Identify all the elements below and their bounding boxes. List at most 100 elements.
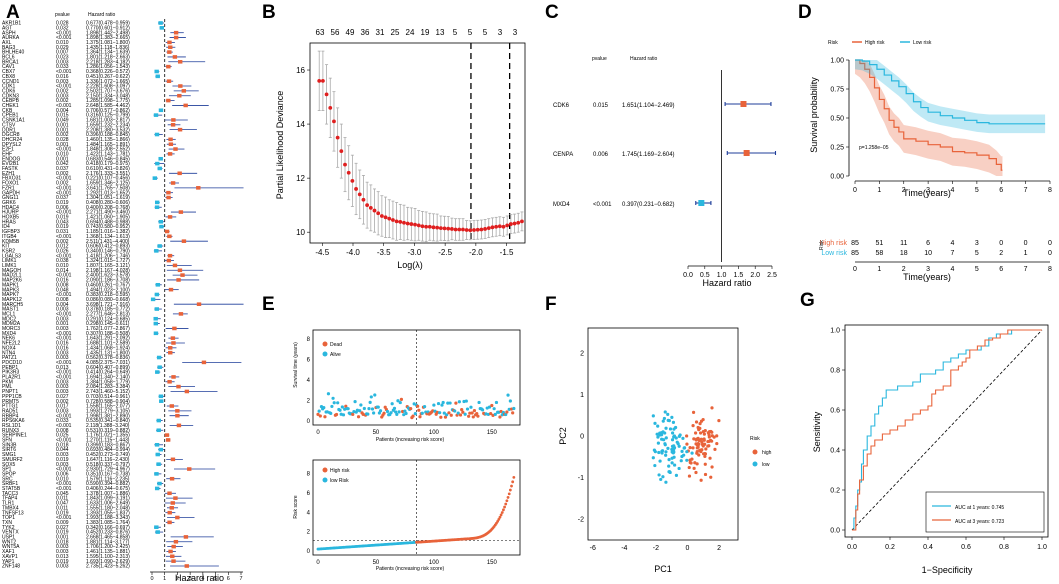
a-gene-label: SRBF1 bbox=[2, 481, 18, 487]
a-hr-text: 1.435(1.131−1.800) bbox=[86, 350, 130, 356]
a-hr-box bbox=[153, 331, 159, 336]
a-pvalue: <0.001 bbox=[56, 176, 72, 182]
f-low-point bbox=[679, 459, 683, 463]
a-hr-text: 0.307(0.188−0.508) bbox=[86, 331, 130, 337]
a-gene-label: SPOP bbox=[2, 471, 17, 477]
panel-d-km: Risk High risk Low risk 0.00 0.25 0.50 0.75… bbox=[809, 40, 1052, 282]
a-gene-label: BCL6 bbox=[2, 55, 15, 61]
e-bottom-xlabel: Patients (increasing risk score) bbox=[376, 566, 445, 572]
a-hr-box bbox=[155, 370, 160, 374]
e-alive-point bbox=[370, 407, 375, 411]
e-alive-point bbox=[438, 411, 442, 415]
c-header-pvalue: pvalue bbox=[592, 56, 607, 62]
a-pvalue: 0.047 bbox=[56, 501, 69, 507]
a-hr-box bbox=[168, 350, 173, 355]
e-dead-point bbox=[418, 415, 422, 419]
a-gene-label: WNT2 bbox=[2, 539, 16, 545]
g-ytick-label: 0.6 bbox=[830, 408, 840, 415]
b-cv-point bbox=[424, 224, 428, 229]
b-cv-point bbox=[446, 226, 451, 231]
a-gene-label: CKB bbox=[2, 108, 13, 114]
e-high-risk-point bbox=[508, 488, 512, 492]
e-dead-point bbox=[417, 408, 421, 412]
panel-label-a: A bbox=[6, 2, 20, 23]
a-hr-box bbox=[172, 326, 177, 331]
a-hr-box bbox=[167, 491, 172, 496]
d-risk-count: 4 bbox=[951, 240, 955, 247]
e-alive-point bbox=[442, 411, 446, 415]
e-legend-low-dot bbox=[322, 477, 328, 483]
f-high-point bbox=[712, 435, 716, 439]
e-bottom-ytick-label: 4 bbox=[307, 510, 311, 516]
a-hr-text: 2.511(1.431−4.400) bbox=[86, 239, 130, 245]
b-top-tick-label: 5 bbox=[483, 28, 488, 37]
b-cv-point bbox=[413, 222, 417, 227]
c-xtick-label: 1.5 bbox=[734, 272, 744, 279]
a-gene-label: AXL bbox=[2, 40, 12, 46]
e-bottom-xtick-label: 50 bbox=[373, 560, 380, 566]
a-gene-label: CTSV bbox=[2, 122, 16, 128]
a-hr-text: 0.406(0.244−0.675) bbox=[86, 486, 130, 492]
a-hr-text: 0.677(0.478−0.959) bbox=[86, 21, 130, 27]
a-pvalue: 0.003 bbox=[56, 564, 69, 570]
panel-c-multicox: pvalue Hazard ratio CDK6 0.015 1.651(1.104… bbox=[553, 56, 777, 288]
c-pvalue: <0.001 bbox=[593, 202, 612, 208]
a-hr-text: 1.421(1.060−1.905) bbox=[86, 215, 130, 221]
e-high-risk-point bbox=[507, 492, 511, 496]
f-high-point bbox=[708, 456, 712, 460]
f-low-point bbox=[672, 446, 677, 450]
panel-e-risk: 0 50 100 150 0 2 4 6 8 0 50 100 150 0 2 4 6 8 Survival ti… bbox=[293, 329, 521, 572]
a-gene-label: SERPINE1 bbox=[2, 433, 27, 439]
e-alive-point bbox=[362, 406, 366, 411]
panel-g-roc: 0.0 0.2 0.4 0.6 0.8 1.0 0.0 0.2 0.4 0.6 0.8 1.0 1−S… bbox=[812, 324, 1049, 575]
e-alive-point bbox=[420, 411, 424, 415]
d-xtick-label: 3 bbox=[926, 187, 930, 194]
a-hr-text: 0.399(0.183−0.867) bbox=[86, 442, 130, 448]
e-alive-point bbox=[366, 412, 370, 416]
a-hr-box bbox=[175, 413, 180, 418]
d-legend-high: High risk bbox=[865, 40, 885, 46]
a-gene-label: FZR1 bbox=[2, 185, 15, 191]
a-hr-box bbox=[153, 321, 158, 326]
b-cv-point bbox=[461, 227, 465, 232]
a-hr-text: 4.085(2.375−7.031) bbox=[86, 360, 130, 366]
e-top-ylabel: Survival time (years) bbox=[293, 342, 299, 388]
a-hr-text: 1.460(1.135−1.866) bbox=[86, 137, 130, 143]
b-xtick-label: -4.5 bbox=[315, 248, 329, 257]
panel-a-forest: pvalue Hazard ratio AKR1B1 0.028 0.677(0.4… bbox=[2, 12, 244, 583]
a-gene-label: EHF bbox=[2, 152, 12, 158]
a-pvalue: 0.033 bbox=[56, 64, 69, 70]
g-xtick-label: 0.4 bbox=[923, 544, 933, 551]
a-hr-text: 0.590(0.394−0.882) bbox=[86, 481, 130, 487]
e-alive-point bbox=[326, 392, 331, 396]
a-hr-text: 2.668(1.465−4.858) bbox=[86, 535, 130, 541]
b-xtick-label: -3.5 bbox=[377, 248, 391, 257]
e-alive-point bbox=[457, 400, 461, 404]
d-risk-count: 85 bbox=[851, 250, 859, 257]
a-pvalue: 0.008 bbox=[56, 282, 69, 288]
a-gene-label: PEBP1 bbox=[2, 365, 18, 371]
a-hr-box bbox=[167, 234, 172, 239]
d-risk-xtick-label: 4 bbox=[951, 266, 955, 273]
b-xlabel: Log(λ) bbox=[397, 260, 423, 270]
a-hr-text: 1.435(1.118−1.836) bbox=[86, 45, 130, 51]
e-top-ytick-label: 4 bbox=[307, 378, 311, 384]
a-gene-label: AURKA bbox=[2, 35, 20, 41]
a-tick-label: 4 bbox=[201, 576, 204, 582]
a-hr-text: 0.340(0.146−0.790) bbox=[86, 248, 130, 254]
a-pvalue: 0.003 bbox=[56, 379, 69, 385]
f-low-point bbox=[674, 436, 678, 440]
a-hr-text: 1.364(1.134−1.639) bbox=[86, 50, 130, 56]
a-hr-box bbox=[159, 26, 164, 30]
a-hr-text: 0.460(0.261−0.767) bbox=[86, 282, 130, 288]
a-pvalue: <0.001 bbox=[56, 331, 72, 337]
a-gene-label: ID4 bbox=[2, 224, 10, 230]
e-alive-point bbox=[469, 405, 473, 409]
b-xtick-label: -3.0 bbox=[408, 248, 422, 257]
a-gene-label: BHLHE40 bbox=[2, 50, 24, 56]
a-hr-box bbox=[171, 544, 176, 549]
f-high-point bbox=[699, 419, 704, 423]
a-hr-text: 1.706(1.200−2.425) bbox=[86, 544, 130, 550]
f-low-point bbox=[677, 434, 681, 438]
a-hr-box bbox=[177, 171, 182, 176]
